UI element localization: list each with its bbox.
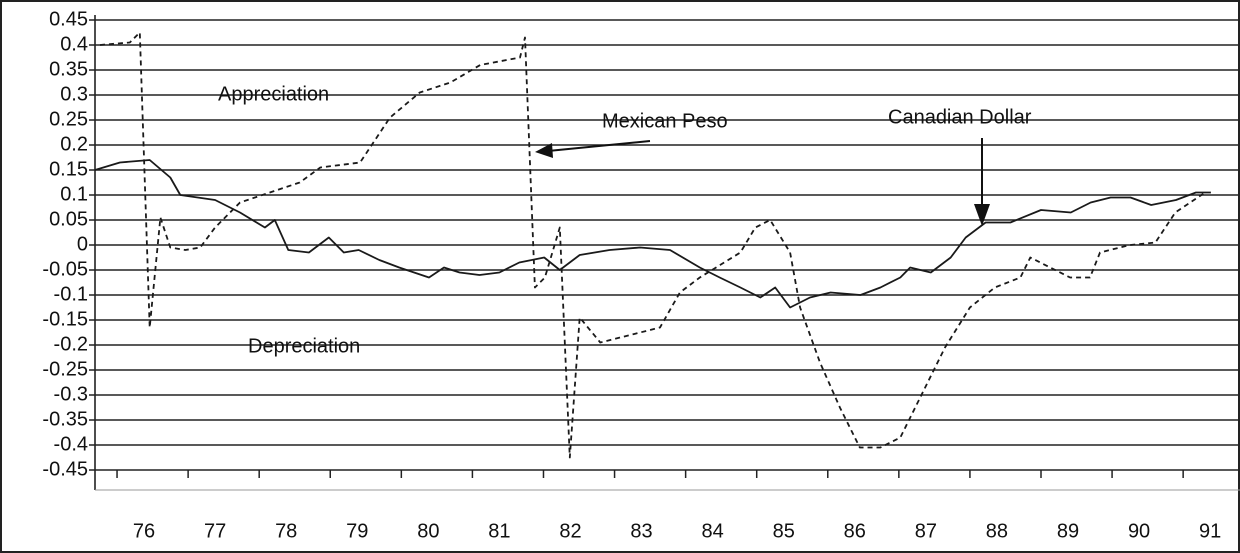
x-tick-label: 86 [844,520,866,542]
y-tick-label: 0.15 [49,158,88,180]
y-tick-label: 0.2 [60,133,88,155]
y-tick-label: 0.45 [49,8,88,30]
grid [89,15,1240,491]
peso-arrowhead [535,143,553,158]
x-tick-label: 77 [204,520,226,542]
y-tick-label: -0.4 [54,433,88,455]
annotation: Depreciation [248,335,360,357]
x-tick-label: 83 [630,520,652,542]
annotation: Appreciation [218,83,329,105]
x-tick-label: 82 [559,520,581,542]
labels: 0.45 0.4 0.35 0.3 0.25 0.2 0.15 0.1 0.05 0 -0.05 -0… [42,8,1221,542]
x-tick-label: 78 [275,520,297,542]
y-tick-label: -0.45 [42,458,88,480]
y-tick-label: -0.1 [54,283,88,305]
x-tick-label: 80 [417,520,439,542]
y-tick-label: 0.3 [60,83,88,105]
y-tick-label: -0.2 [54,333,88,355]
peso-arrow [547,140,651,152]
y-tick-label: -0.25 [42,358,88,380]
x-tick-label: 81 [488,520,510,542]
x-tick-label: 89 [1057,520,1079,542]
x-tick-label: 85 [773,520,795,542]
y-tick-label: 0.1 [60,183,88,205]
y-tick-label: -0.35 [42,408,88,430]
y-tick-label: 0.05 [49,208,88,230]
series-line [99,31,1206,459]
y-tick-label: -0.3 [54,383,88,405]
y-tick-label: 0 [77,233,88,255]
y-tick-label: 0.4 [60,33,88,55]
x-tick-label: 84 [702,520,724,542]
y-tick-label: -0.15 [42,308,88,330]
y-tick-label: 0.35 [49,58,88,80]
series-line [94,159,1211,309]
x-tick-label: 91 [1199,520,1221,542]
x-tick-label: 76 [133,520,155,542]
x-tick-label: 90 [1128,520,1150,542]
cad-arrowhead [974,204,990,226]
y-tick-label: -0.05 [42,258,88,280]
series-label: Mexican Peso [602,110,728,132]
x-tick-label: 79 [346,520,368,542]
x-tick-label: 88 [986,520,1008,542]
lines [94,31,1211,459]
series-label: Canadian Dollar [888,106,1032,128]
y-tick-label: 0.25 [49,108,88,130]
x-tick-label: 87 [915,520,937,542]
